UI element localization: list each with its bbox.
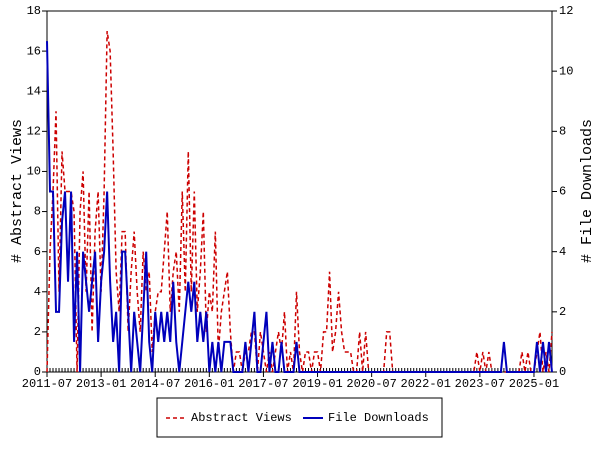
- series-line: [46, 30, 553, 373]
- y2-tick-label: 4: [559, 245, 566, 259]
- x-tick-label: 2023-07: [455, 377, 505, 391]
- y2-tick-label: 8: [559, 125, 566, 139]
- x-tick-label: 2020-07: [346, 377, 396, 391]
- x-tick-label: 2013-01: [76, 377, 126, 391]
- y2-tick-label: 2: [559, 305, 566, 319]
- x-tick-label: 2017-07: [238, 377, 288, 391]
- y-tick-label: 12: [27, 125, 41, 139]
- y-axis-label: # Abstract Views: [9, 119, 26, 263]
- plot-area: [46, 10, 553, 373]
- y-tick-label: 16: [27, 44, 41, 58]
- y2-tick-label: 6: [559, 185, 566, 199]
- y-tick-label: 2: [34, 325, 41, 339]
- y-tick-label: 14: [27, 84, 41, 98]
- x-tick-label: 2011-07: [22, 377, 72, 391]
- x-tick-label: 2022-01: [401, 377, 451, 391]
- y-tick-label: 4: [34, 285, 41, 299]
- legend-label: Abstract Views: [191, 411, 292, 425]
- y-tick-label: 10: [27, 165, 41, 179]
- y-tick-label: 8: [34, 205, 41, 219]
- legend: [156, 397, 443, 438]
- x-tick-label: 2014-07: [130, 377, 180, 391]
- legend-label: File Downloads: [328, 411, 429, 425]
- y2-tick-label: 0: [559, 365, 566, 379]
- x-tick-label: 2025-01: [509, 377, 559, 391]
- y-tick-label: 6: [34, 245, 41, 259]
- series-line: [46, 41, 553, 373]
- y2-tick-label: 12: [559, 4, 573, 18]
- y2-axis-label: # File Downloads: [579, 119, 596, 263]
- y2-tick-label: 10: [559, 64, 573, 78]
- x-tick-label: 2016-01: [184, 377, 234, 391]
- y-tick-label: 0: [34, 365, 41, 379]
- y-tick-label: 18: [27, 4, 41, 18]
- x-tick-label: 2019-01: [292, 377, 342, 391]
